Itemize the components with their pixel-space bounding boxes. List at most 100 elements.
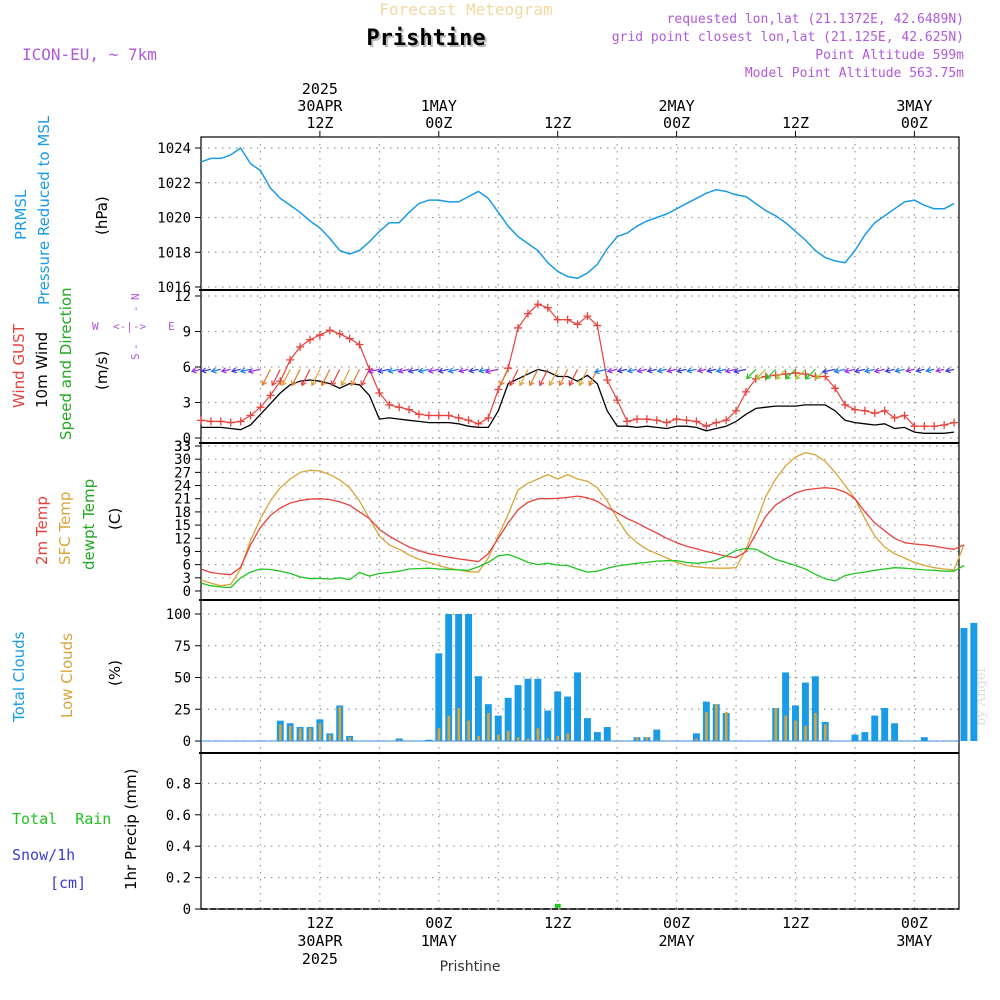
total-clouds-label: Total Clouds [10,631,28,723]
low-cloud-bar [566,733,570,741]
gust-marker [216,417,225,426]
wind-arrowhead [686,367,693,374]
wind-arrowhead [935,367,942,374]
wind-arrow [529,369,539,386]
rain-bar [554,903,561,908]
total-cloud-bar [544,710,552,741]
wind-arrowhead [220,367,227,374]
gust-marker [722,416,731,425]
sfc-temp-line [200,451,965,587]
y-tick-label: 50 [174,671,191,687]
gust-marker [405,405,414,414]
model-name: ICON-EU, ~ 7km [22,45,157,64]
gust-marker [712,418,721,427]
gust-marker [583,312,592,321]
x-bottom-label: 1MAY [421,932,457,950]
wind-arrow [854,368,865,373]
wind-arrowhead [853,367,860,374]
wind-arrowhead [905,367,912,374]
wind-arrowhead [915,367,922,374]
total-cloud-bar [583,718,591,741]
gust-marker [315,331,324,340]
wind-arrowhead [499,380,505,387]
gust-marker [632,415,641,424]
gust-marker [256,403,265,412]
wind-arrowhead [518,380,525,387]
gust-marker [831,384,840,393]
low-cloud-bar [288,725,292,741]
temp2m-label: 2m Temp [33,496,51,565]
wind-arrowhead [775,373,782,380]
gust-marker [553,315,562,324]
wind-arrowhead [458,367,465,374]
wind-arrowhead [656,367,663,374]
wind-arrow [945,368,955,372]
wind-arrow [499,369,509,386]
wind-arrow [667,368,677,372]
low-cloud-bar [516,737,520,741]
total-cloud-bar [891,723,899,741]
y-tick-label: 0 [183,584,191,600]
y-tick-label: 75 [174,639,191,655]
total-cloud-bar [425,739,433,741]
compass-dash-top: - [129,305,142,312]
x-top-label: 00Z [425,114,452,132]
wind-arrowhead [755,373,762,380]
gust-marker [464,416,473,425]
gust-marker [355,340,364,349]
total-cloud-bar [861,732,869,741]
y-tick-label: 1018 [157,245,191,261]
gust-marker [870,409,879,418]
low-cloud-bar [497,734,500,741]
y-tick-label: 0.4 [166,839,191,855]
y-tick-label: 6 [183,558,191,574]
total-cloud-bar [445,614,453,741]
snow-unit: [cm] [50,874,86,892]
low-cloud-bar [506,730,510,741]
wind-arrowhead [724,367,731,374]
gust-marker [702,422,711,431]
wind-arrow [687,368,697,372]
y-tick-label: 30 [174,452,191,468]
y-tick-label: 15 [174,518,191,534]
x-bottom-label: 12Z [544,914,571,932]
wind-arrow [647,368,657,372]
wind-arrow [874,368,885,373]
low-cloud-bar [645,737,649,741]
y-tick-label: 1022 [157,176,191,192]
pressure-line [200,147,955,280]
wind10-label: 10m Wind [33,332,51,408]
y-tick-label: 0 [183,431,191,447]
low-cloud-bar [447,715,451,741]
gust-marker [732,406,741,415]
low-cloud-bar [705,711,708,741]
wind-dir-label: Speed and Direction [57,287,75,440]
low-cloud-bar [804,725,807,741]
compass-n: N [129,293,142,300]
wind-arrow [388,368,400,373]
low-cloud-bar [794,720,797,741]
wind-arrowhead [509,380,515,387]
pressure-label-1: PRMSL [12,189,30,240]
gust-marker [266,391,275,400]
gust-marker [940,420,949,429]
wind-arrowhead [367,367,374,374]
x-top-label: 2025 [302,80,338,98]
x-bottom-label: 00Z [663,914,690,932]
low-cloud-bar [784,715,787,741]
wind-arrow [578,369,588,386]
wind-arrow [248,368,261,373]
wind-arrowhead [588,380,594,387]
wind-arrow [479,368,489,372]
wind-arrowhead [794,374,801,380]
wind-arrowhead [247,368,254,375]
wind-arrow [677,368,687,372]
wind-arrowhead [646,367,653,374]
low-cloud-bar [824,724,827,741]
wind-arrow [906,368,915,372]
wind-arrow [341,369,351,386]
wind-arrowhead [478,367,485,374]
total-cloud-bar [593,732,601,741]
wind-arrow [834,368,846,373]
